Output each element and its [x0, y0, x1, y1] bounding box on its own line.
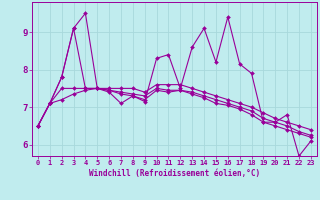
- X-axis label: Windchill (Refroidissement éolien,°C): Windchill (Refroidissement éolien,°C): [89, 169, 260, 178]
